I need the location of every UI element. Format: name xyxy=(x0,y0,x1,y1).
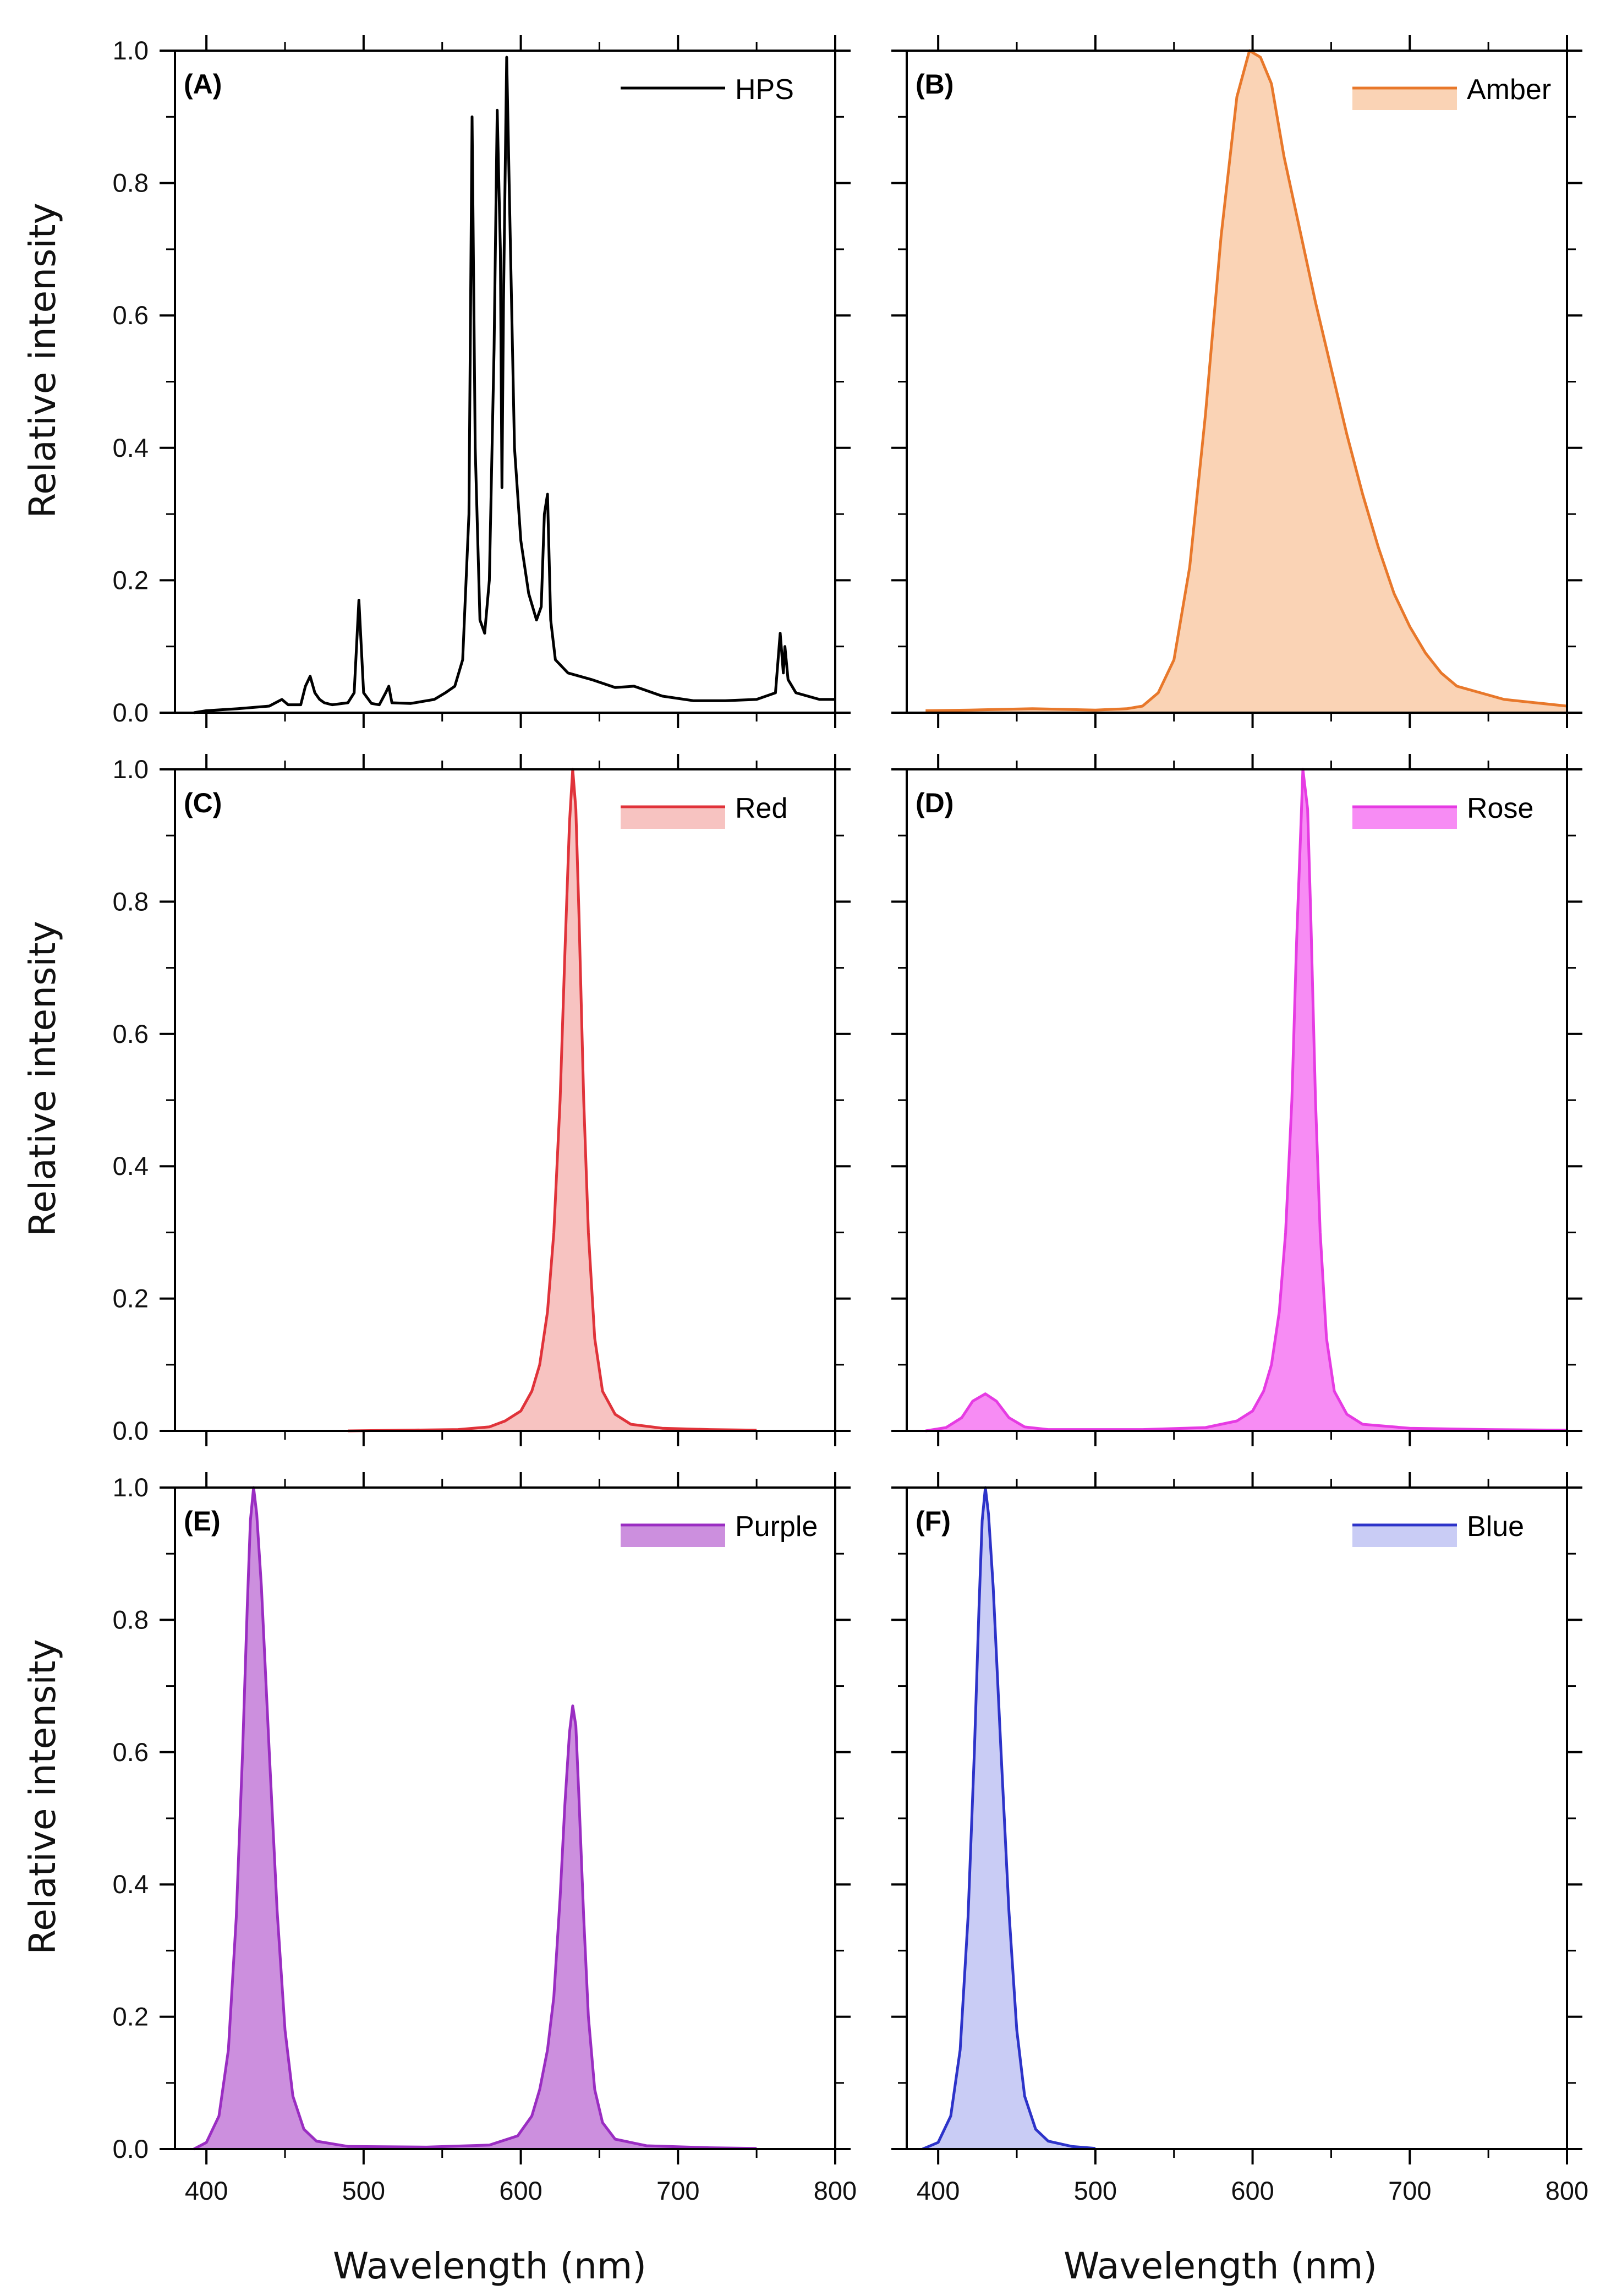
y-axis-title-middle: Relative intensity xyxy=(21,921,64,1236)
y-axis-titles: Relative intensity Relative intensity Re… xyxy=(21,203,64,1954)
plot-frame-d xyxy=(906,768,1568,1432)
panel-label-d: (D) xyxy=(916,788,954,818)
panel-label-f: (F) xyxy=(916,1506,951,1537)
x-tick-label: 700 xyxy=(656,2176,699,2205)
x-tick-label: 500 xyxy=(342,2176,385,2205)
x-tick-label: 400 xyxy=(185,2176,228,2205)
legend-label-a: HPS xyxy=(735,74,794,106)
panel-label-e: (E) xyxy=(184,1506,221,1537)
panel-b: (B) Amber xyxy=(891,35,1582,728)
y-tick-label: 0.2 xyxy=(113,1284,149,1313)
legend-swatch-b xyxy=(1352,88,1457,110)
series-line-c xyxy=(348,768,757,1433)
legend-label-e: Purple xyxy=(735,1511,818,1543)
panel-d: (D) Rose xyxy=(891,754,1582,1446)
y-tick-label: 0.0 xyxy=(113,1416,149,1445)
y-tick-label: 0.6 xyxy=(113,300,149,330)
legend-swatch-d xyxy=(1352,807,1457,829)
x-axis-title-right: Wavelength (nm) xyxy=(1064,2245,1377,2287)
y-tick-label: 0.4 xyxy=(113,1151,149,1180)
series-area-b xyxy=(925,51,1567,713)
legend-swatch-e xyxy=(621,1525,725,1547)
series-line-e xyxy=(193,1486,757,2151)
y-axis-title-bottom: Relative intensity xyxy=(21,1639,64,1954)
series-area-e xyxy=(194,1488,757,2149)
series-area-c xyxy=(348,769,757,1431)
x-tick-label: 600 xyxy=(499,2176,542,2205)
y-tick-label: 0.8 xyxy=(113,887,149,916)
series-line-d xyxy=(925,768,1568,1433)
legend-label-f: Blue xyxy=(1467,1511,1524,1543)
series-line-a xyxy=(193,56,835,714)
legend-label-c: Red xyxy=(735,792,787,824)
series-line-f xyxy=(922,1486,1096,2151)
series-area-f xyxy=(922,1488,1095,2149)
y-tick-label: 0.4 xyxy=(113,1869,149,1899)
y-tick-label: 1.0 xyxy=(113,755,149,784)
y-tick-label: 0.8 xyxy=(113,168,149,198)
x-tick-label: 600 xyxy=(1231,2176,1274,2205)
panel-f: 400 500 600 700 800 (F) Blue xyxy=(891,1472,1588,2205)
series-line-b xyxy=(925,49,1568,712)
legend-swatch-c xyxy=(621,807,725,829)
x-tick-label: 400 xyxy=(917,2176,960,2205)
plot-frame-c xyxy=(174,768,836,1432)
legend-swatch-f xyxy=(1352,1525,1457,1547)
y-tick-label: 0.2 xyxy=(113,565,149,594)
series-area-d xyxy=(925,769,1567,1431)
x-tick-label: 500 xyxy=(1074,2176,1117,2205)
y-tick-label: 1.0 xyxy=(113,36,149,65)
panel-label-c: (C) xyxy=(184,788,222,818)
panel-label-a: (A) xyxy=(184,69,222,100)
y-tick-label: 0.0 xyxy=(113,2134,149,2163)
x-tick-label: 800 xyxy=(814,2176,857,2205)
panel-a: 0.0 0.2 0.4 0.6 0.8 1.0 (A) HPS xyxy=(113,35,851,728)
y-axis-title-top: Relative intensity xyxy=(21,203,64,518)
panel-label-b: (B) xyxy=(916,69,954,100)
x-axis-title-left: Wavelength (nm) xyxy=(333,2245,646,2287)
x-tick-label: 700 xyxy=(1388,2176,1431,2205)
panel-e: 0.0 0.2 0.4 0.6 0.8 1.0 400 500 600 700 800 (E) Purp… xyxy=(113,1472,857,2205)
y-tick-label: 0.2 xyxy=(113,2002,149,2031)
y-tick-label: 0.4 xyxy=(113,433,149,462)
x-tick-label: 800 xyxy=(1546,2176,1588,2205)
y-tick-label: 0.8 xyxy=(113,1605,149,1634)
y-tick-label: 0.0 xyxy=(113,698,149,727)
legend-label-b: Amber xyxy=(1467,74,1551,106)
x-axis-titles: Wavelength (nm) Wavelength (nm) xyxy=(333,2245,1377,2287)
panels-layer: 0.00.20.40.60.81.0(A) HPS (B) Amber0.00.20.… xyxy=(113,35,1588,2205)
y-tick-label: 0.6 xyxy=(113,1019,149,1048)
legend-label-d: Rose xyxy=(1467,792,1533,824)
y-tick-label: 1.0 xyxy=(113,1473,149,1502)
panel-c: 0.0 0.2 0.4 0.6 0.8 1.0 (C) Red xyxy=(113,754,851,1446)
y-tick-label: 0.6 xyxy=(113,1737,149,1767)
